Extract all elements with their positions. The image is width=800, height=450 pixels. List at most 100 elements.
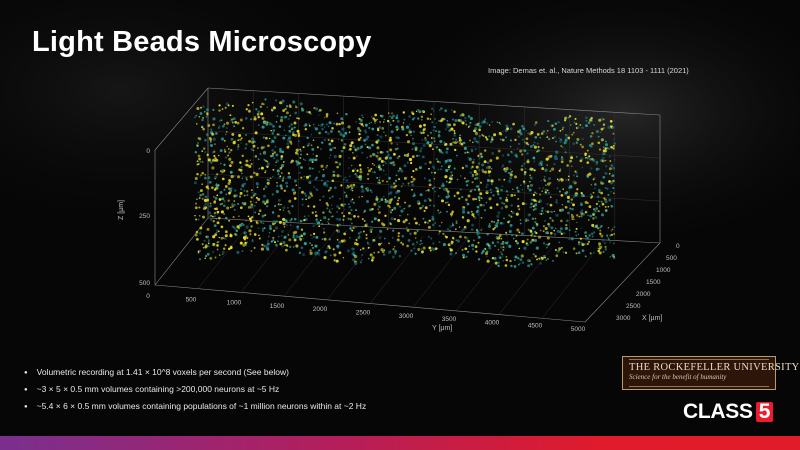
neuron-point [281, 99, 285, 103]
neuron-point [262, 222, 265, 225]
neuron-point [338, 162, 341, 165]
neuron-point [444, 162, 447, 165]
neuron-point [467, 157, 469, 159]
neuron-point [580, 203, 583, 207]
neuron-point [436, 247, 438, 250]
neuron-point [361, 218, 364, 221]
neuron-point [240, 172, 243, 175]
neuron-point [414, 237, 417, 239]
neuron-point [380, 159, 384, 163]
neuron-point [445, 150, 449, 154]
neuron-point [338, 223, 342, 227]
neuron-point [527, 132, 530, 135]
neuron-point [472, 173, 474, 176]
neuron-point [564, 191, 568, 195]
neuron-point [533, 238, 538, 243]
neuron-point [579, 159, 583, 163]
neuron-point [462, 141, 466, 145]
neuron-point [431, 217, 435, 221]
neuron-point [501, 253, 504, 256]
neuron-point [604, 208, 608, 212]
neuron-point [455, 222, 458, 224]
neuron-point [342, 218, 345, 221]
neuron-point [215, 218, 218, 220]
neuron-point [424, 138, 428, 142]
neuron-point [318, 114, 320, 116]
neuron-point [224, 106, 227, 109]
logo-tagline: Science for the benefit of humanity [629, 373, 727, 381]
neuron-point [467, 194, 471, 198]
neuron-point [558, 247, 562, 251]
neuron-point [298, 186, 301, 190]
neuron-point [550, 210, 554, 214]
neuron-point [369, 189, 372, 192]
neuron-point [389, 136, 392, 140]
neuron-point [546, 236, 550, 240]
neuron-point [227, 104, 230, 107]
neuron-point [229, 234, 233, 238]
neuron-point [266, 181, 270, 185]
neuron-point [588, 144, 592, 147]
neuron-point [414, 252, 417, 255]
neuron-point [464, 164, 469, 168]
rockefeller-logo: THE ROCKEFELLER UNIVERSITY Science for t… [622, 356, 800, 390]
neuron-point [286, 138, 290, 142]
neuron-point [613, 226, 616, 229]
neuron-point [532, 205, 535, 208]
neuron-point [499, 245, 502, 248]
neuron-point [403, 164, 407, 168]
neuron-point [479, 192, 483, 196]
neuron-point [456, 178, 459, 181]
neuron-point [558, 180, 560, 182]
neuron-point [389, 115, 391, 118]
neuron-point [402, 122, 405, 124]
neuron-point [229, 246, 233, 250]
neuron-point [600, 225, 603, 228]
neuron-point [215, 158, 219, 162]
neuron-point [260, 112, 264, 116]
x-tick-label: 1500 [646, 279, 661, 286]
neuron-point [491, 151, 495, 155]
neuron-point [212, 251, 214, 253]
neuron-point [325, 184, 329, 187]
neuron-point [376, 176, 379, 179]
neuron-point [345, 186, 348, 189]
neuron-point [347, 203, 350, 206]
neuron-point [605, 165, 608, 168]
neuron-point [272, 220, 276, 224]
neuron-point [199, 226, 203, 230]
neuron-point [419, 239, 422, 242]
neuron-point [249, 219, 253, 223]
neuron-point [584, 153, 587, 157]
neuron-point [495, 222, 499, 225]
neuron-point [604, 140, 607, 143]
neuron-point [497, 261, 500, 264]
neuron-point [196, 141, 200, 145]
neuron-point [534, 221, 537, 224]
neuron-point [465, 123, 468, 126]
neuron-point [459, 134, 462, 137]
logo-name: THE ROCKEFELLER UNIVERSITY [629, 362, 800, 373]
neuron-point [455, 220, 458, 222]
neuron-point [427, 134, 429, 137]
neuron-point [415, 110, 418, 113]
neuron-point [396, 240, 399, 242]
neuron-point [226, 206, 230, 210]
neuron-point [522, 180, 526, 183]
neuron-point [238, 215, 240, 218]
neuron-point [612, 166, 616, 170]
neuron-point [317, 252, 321, 256]
neuron-point [451, 118, 454, 121]
neuron-point [592, 209, 595, 211]
neuron-point [391, 255, 395, 259]
neuron-point [420, 248, 423, 251]
neuron-point [458, 136, 461, 140]
neuron-point [567, 175, 570, 178]
neuron-point [354, 172, 357, 176]
neuron-point [449, 225, 453, 228]
neuron-point [327, 222, 330, 225]
neuron-point [599, 226, 601, 229]
neuron-point [272, 106, 276, 110]
neuron-point [589, 118, 592, 122]
neuron-point [546, 129, 549, 132]
